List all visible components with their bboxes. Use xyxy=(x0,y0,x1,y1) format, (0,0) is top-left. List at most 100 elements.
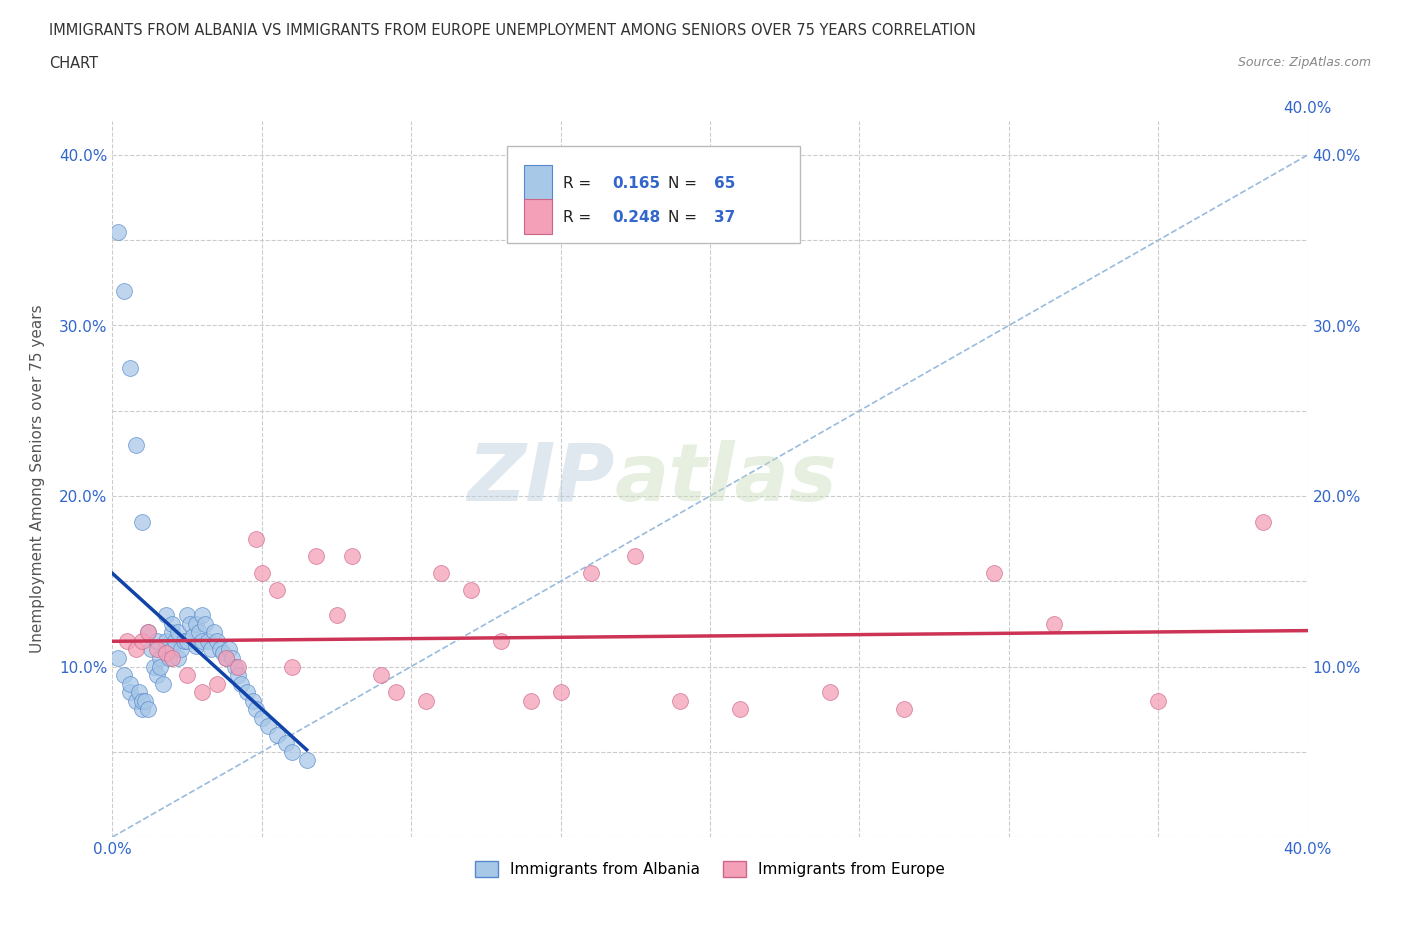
Point xyxy=(430,565,453,580)
Point xyxy=(226,668,249,683)
Text: N =: N = xyxy=(668,210,702,225)
Point xyxy=(202,625,225,640)
Point xyxy=(191,684,214,699)
Point xyxy=(167,651,190,666)
Point xyxy=(245,531,267,546)
Point xyxy=(165,633,187,648)
Text: 0.165: 0.165 xyxy=(612,176,661,191)
Point xyxy=(155,633,177,648)
Point xyxy=(212,645,235,660)
Point xyxy=(186,639,208,654)
Point xyxy=(131,693,153,708)
Point xyxy=(624,549,647,564)
Point xyxy=(460,582,482,597)
Point xyxy=(170,642,193,657)
Point xyxy=(146,668,169,683)
Point xyxy=(138,625,160,640)
Point xyxy=(224,659,246,674)
FancyBboxPatch shape xyxy=(508,146,800,243)
Text: Source: ZipAtlas.com: Source: ZipAtlas.com xyxy=(1237,56,1371,69)
Point xyxy=(167,625,190,640)
Point xyxy=(197,633,219,648)
Point xyxy=(200,642,222,657)
Point xyxy=(274,736,297,751)
Point xyxy=(138,625,160,640)
Point xyxy=(125,437,148,452)
Point xyxy=(131,514,153,529)
Point xyxy=(266,727,288,742)
Point xyxy=(218,642,240,657)
Point xyxy=(370,668,392,683)
Point xyxy=(191,608,214,623)
Text: atlas: atlas xyxy=(614,440,837,518)
Point xyxy=(520,693,543,708)
Point xyxy=(138,702,160,717)
Text: IMMIGRANTS FROM ALBANIA VS IMMIGRANTS FROM EUROPE UNEMPLOYMENT AMONG SENIORS OVE: IMMIGRANTS FROM ALBANIA VS IMMIGRANTS FR… xyxy=(49,23,976,38)
Text: 37: 37 xyxy=(714,210,735,225)
Point xyxy=(305,549,328,564)
FancyBboxPatch shape xyxy=(523,165,553,200)
Point xyxy=(125,642,148,657)
Point xyxy=(1042,617,1064,631)
Point xyxy=(176,633,198,648)
Point xyxy=(131,702,153,717)
Point xyxy=(125,693,148,708)
Point xyxy=(162,642,183,657)
Point xyxy=(114,668,135,683)
Point xyxy=(131,633,153,648)
Point xyxy=(162,617,183,631)
Point xyxy=(149,651,172,666)
Point xyxy=(191,633,214,648)
Point xyxy=(205,676,228,691)
Point xyxy=(155,645,177,660)
Point xyxy=(157,651,180,666)
Point xyxy=(120,361,142,376)
Point xyxy=(152,676,174,691)
Point xyxy=(1147,693,1170,708)
Point xyxy=(149,659,172,674)
Text: ZIP: ZIP xyxy=(467,440,614,518)
Point xyxy=(114,284,135,299)
Point xyxy=(117,633,139,648)
Point xyxy=(146,633,169,648)
Point xyxy=(266,582,288,597)
Point xyxy=(186,617,208,631)
Point xyxy=(295,753,318,768)
Point xyxy=(173,633,195,648)
Point xyxy=(215,651,238,666)
Point xyxy=(340,549,363,564)
Point xyxy=(281,744,304,759)
Point xyxy=(143,659,166,674)
Point xyxy=(128,684,150,699)
Point xyxy=(146,642,169,657)
Point xyxy=(245,702,267,717)
Point xyxy=(179,617,201,631)
Point xyxy=(188,625,211,640)
Point xyxy=(107,224,129,239)
Point xyxy=(107,651,129,666)
Point xyxy=(983,565,1005,580)
Point xyxy=(728,702,751,717)
Text: 0.248: 0.248 xyxy=(612,210,661,225)
Point xyxy=(385,684,408,699)
Point xyxy=(162,651,183,666)
Point xyxy=(250,565,273,580)
Point xyxy=(415,693,437,708)
Legend: Immigrants from Albania, Immigrants from Europe: Immigrants from Albania, Immigrants from… xyxy=(468,855,952,884)
Point xyxy=(181,629,204,644)
Point xyxy=(325,608,347,623)
Point xyxy=(250,711,273,725)
Text: N =: N = xyxy=(668,176,702,191)
Point xyxy=(1251,514,1274,529)
Point xyxy=(120,684,142,699)
Point xyxy=(120,676,142,691)
Point xyxy=(215,651,238,666)
FancyBboxPatch shape xyxy=(523,199,553,234)
Point xyxy=(205,633,228,648)
Point xyxy=(134,693,156,708)
Point xyxy=(242,693,264,708)
Point xyxy=(550,684,572,699)
Point xyxy=(257,719,280,734)
Point xyxy=(221,651,243,666)
Point xyxy=(818,684,841,699)
